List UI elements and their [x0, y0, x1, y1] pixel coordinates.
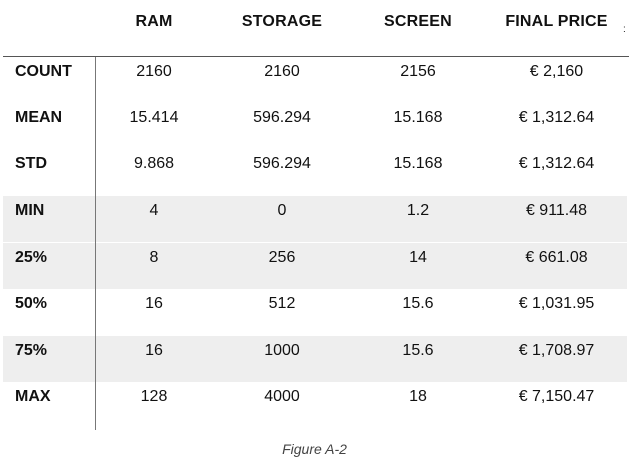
cell-final-price: € 7,150.47 — [518, 388, 595, 405]
cell-ram: 128 — [140, 388, 168, 405]
cell-final-price: € 1,312.64 — [518, 155, 595, 172]
table-row: MEAN 15.414 596.294 15.168 € 1,312.64 — [3, 103, 627, 149]
row-label: STD — [15, 155, 47, 172]
cell-ram: 9.868 — [133, 155, 175, 172]
column-header-storage: STORAGE — [241, 13, 323, 30]
table-row: MAX 128 4000 18 € 7,150.47 — [3, 382, 627, 428]
cell-ram: 8 — [149, 249, 159, 266]
cell-screen: 2156 — [400, 63, 436, 80]
cell-final-price: € 1,031.95 — [518, 295, 595, 312]
cell-storage: 4000 — [264, 388, 300, 405]
table-header: RAM STORAGE SCREEN FINAL PRICE : — [0, 0, 629, 46]
table-row: MIN 4 0 1.2 € 911.48 — [3, 196, 627, 242]
cell-ram: 4 — [149, 202, 159, 219]
stray-mark: : — [623, 26, 626, 34]
row-label: 75% — [15, 342, 48, 359]
row-label: COUNT — [15, 63, 72, 80]
cell-ram: 16 — [145, 295, 163, 312]
cell-screen: 18 — [409, 388, 427, 405]
table-row: STD 9.868 596.294 15.168 € 1,312.64 — [3, 149, 627, 195]
column-header-ram: RAM — [135, 13, 173, 30]
row-label: 50% — [15, 295, 48, 312]
table-row: 50% 16 512 15.6 € 1,031.95 — [3, 289, 627, 335]
cell-ram: 16 — [145, 342, 163, 359]
cell-screen: 15.168 — [393, 155, 443, 172]
column-header-screen: SCREEN — [384, 13, 452, 30]
cell-final-price: € 1,708.97 — [518, 342, 595, 359]
cell-ram: 15.414 — [129, 109, 179, 126]
cell-screen: 1.2 — [406, 202, 430, 219]
column-header-final-price: FINAL PRICE — [505, 13, 608, 30]
header-divider — [3, 56, 629, 57]
table-row: 75% 16 1000 15.6 € 1,708.97 — [3, 336, 627, 382]
cell-storage: 2160 — [264, 63, 300, 80]
cell-final-price: € 1,312.64 — [518, 109, 595, 126]
cell-storage: 596.294 — [253, 109, 311, 126]
figure-caption: Figure A-2 — [282, 441, 347, 457]
cell-ram: 2160 — [136, 63, 172, 80]
cell-storage: 512 — [268, 295, 296, 312]
cell-screen: 15.168 — [393, 109, 443, 126]
cell-storage: 1000 — [264, 342, 300, 359]
cell-final-price: € 911.48 — [525, 202, 588, 219]
row-label: MIN — [15, 202, 45, 219]
label-column-divider — [95, 57, 96, 430]
row-label: 25% — [15, 249, 48, 266]
cell-final-price: € 2,160 — [529, 63, 584, 80]
cell-screen: 14 — [409, 249, 427, 266]
cell-screen: 15.6 — [402, 342, 434, 359]
cell-final-price: € 661.08 — [525, 249, 588, 266]
row-label: MEAN — [15, 109, 63, 126]
row-label: MAX — [15, 388, 51, 405]
cell-screen: 15.6 — [402, 295, 434, 312]
cell-storage: 0 — [277, 202, 287, 219]
table-row: COUNT 2160 2160 2156 € 2,160 — [3, 57, 627, 103]
cell-storage: 256 — [268, 249, 296, 266]
cell-storage: 596.294 — [253, 155, 311, 172]
table-row: 25% 8 256 14 € 661.08 — [3, 243, 627, 289]
